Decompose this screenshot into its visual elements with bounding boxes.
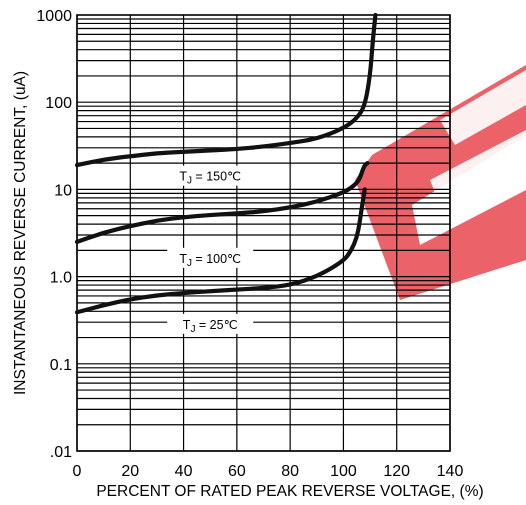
curve-labels: TJ = 150℃ TJ = 100℃ TJ = 25℃ <box>167 165 254 335</box>
x-tick-label: 20 <box>121 463 139 480</box>
x-tick-label: 0 <box>73 463 82 480</box>
y-axis-title: INSTANTANEOUS REVERSE CURRENT, (uA) <box>12 71 29 395</box>
curve-label-bg <box>167 313 254 334</box>
y-tick-label: 1000 <box>36 8 72 25</box>
curve-label-bg <box>167 165 254 186</box>
series-line-3 <box>74 187 367 315</box>
series-line-1 <box>74 12 378 168</box>
watermark-gap-2 <box>430 130 526 205</box>
x-tick-label: 40 <box>175 463 193 480</box>
tick-labels: 0 20 40 60 80 100 120 140 1000 100 10 1.0 0.1 .01 <box>36 8 463 480</box>
x-tick-label: 120 <box>383 463 410 480</box>
series-line-2 <box>74 161 370 244</box>
x-tick-label: 80 <box>281 463 299 480</box>
y-tick-label: 0.1 <box>50 357 72 374</box>
y-tick-label: 100 <box>45 95 72 112</box>
watermark-logo <box>355 65 526 300</box>
curve-label-bg <box>167 247 254 268</box>
curve-label-1: TJ = 150℃ <box>179 170 241 187</box>
x-tick-label: 140 <box>437 463 464 480</box>
y-tick-label: 10 <box>54 182 72 199</box>
chart-series <box>74 12 378 315</box>
x-tick-label: 60 <box>228 463 246 480</box>
x-tick-label: 100 <box>330 463 357 480</box>
watermark-gap-1 <box>440 70 526 145</box>
y-tick-label: 1.0 <box>50 270 72 287</box>
curve-label-2: TJ = 100℃ <box>179 252 241 269</box>
y-tick-label: .01 <box>50 444 72 461</box>
curve-label-3: TJ = 25℃ <box>183 318 238 335</box>
x-axis-title: PERCENT OF RATED PEAK REVERSE VOLTAGE, (… <box>96 483 483 500</box>
chart-grid <box>76 14 451 452</box>
